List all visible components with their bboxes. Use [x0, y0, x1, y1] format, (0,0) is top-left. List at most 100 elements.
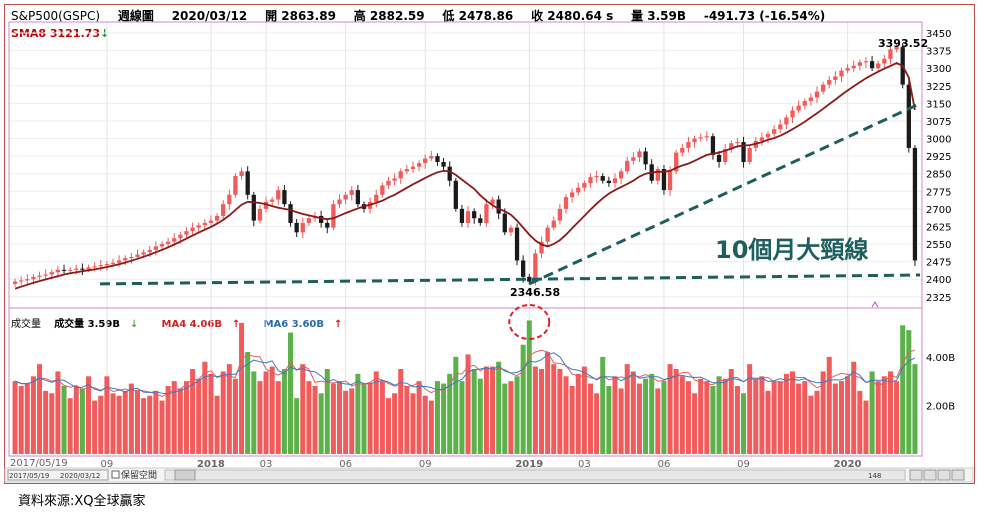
time-tick-label: 2018	[197, 459, 225, 470]
volume-arrow-icon: ↓	[129, 319, 139, 330]
candle-body	[184, 231, 189, 235]
volume-panel-border	[8, 307, 923, 457]
candle-body	[802, 101, 807, 106]
neckline-dashed-line	[99, 273, 921, 286]
candle-body	[490, 199, 495, 205]
candle-body	[410, 166, 416, 170]
price-tick-label: 3300	[926, 64, 951, 75]
volume-bar	[447, 373, 453, 454]
volume-bar	[116, 395, 122, 454]
zoom-buttons[interactable]	[909, 469, 965, 481]
volume-highlight-circle	[508, 304, 551, 340]
volume-bar	[453, 356, 459, 454]
volume-bar	[747, 364, 753, 454]
candle-body	[43, 274, 48, 276]
volume-bar	[643, 378, 649, 454]
volume-bar	[410, 393, 416, 454]
volume-bar	[673, 369, 679, 454]
volume-bar	[789, 371, 796, 454]
scroll-thumb[interactable]	[174, 469, 196, 481]
candle-body	[178, 234, 183, 239]
up-triangle-marker-icon	[871, 301, 879, 308]
range-slider[interactable]	[7, 469, 109, 481]
volume-bar	[900, 325, 906, 454]
volume-bar	[465, 354, 471, 454]
volume-bar	[594, 393, 600, 454]
price-tick-label: 2700	[926, 205, 951, 216]
volume-bar	[796, 383, 802, 454]
zoom-fit-button[interactable]	[923, 469, 937, 481]
volume-bar	[857, 390, 863, 454]
candle-body	[582, 183, 587, 188]
candle-body	[392, 178, 397, 181]
period-label[interactable]: 週線圖	[117, 9, 154, 23]
volume-bar	[190, 369, 196, 454]
zoom-in-button[interactable]	[937, 469, 951, 481]
volume-bar	[110, 393, 116, 454]
volume-bar	[600, 356, 606, 454]
candle-body	[496, 199, 501, 214]
volume-bar	[704, 381, 710, 454]
candle-body	[245, 171, 250, 195]
candle-body	[820, 84, 826, 92]
volume-bar	[685, 381, 691, 454]
candle-body	[331, 204, 336, 228]
volume-bar	[471, 369, 477, 454]
volume-bar	[808, 395, 814, 454]
ma4-arrow-icon: ↑	[231, 319, 241, 330]
candle-body	[796, 105, 801, 111]
scroll-track[interactable]	[164, 469, 906, 481]
candle-body	[784, 117, 789, 125]
candle-body	[637, 151, 642, 158]
candle-body	[202, 222, 207, 226]
volume-bar	[245, 352, 251, 454]
candle-body	[704, 136, 709, 138]
candle-body	[618, 171, 624, 179]
close-label: 收 2480.64 s	[531, 9, 614, 23]
change-label: -491.73 (-16.54%)	[703, 9, 826, 23]
volume-bar	[300, 364, 306, 454]
volume-tick-label: 4.00B	[926, 353, 955, 364]
time-tick-label: 09	[737, 459, 750, 470]
volume-bar	[820, 371, 826, 454]
volume-bar	[851, 361, 857, 454]
candle-body	[398, 171, 403, 179]
candle-body	[674, 152, 679, 172]
volume-bar	[196, 378, 202, 454]
candle-body	[116, 260, 122, 263]
volume-bars	[12, 320, 918, 454]
volume-bar	[661, 381, 667, 454]
volume-bar	[422, 395, 428, 454]
volume-bar	[355, 373, 361, 454]
candle-body	[851, 65, 856, 69]
source-caption: 資料來源:XQ全球贏家	[18, 494, 146, 509]
candle-body	[276, 190, 281, 200]
volume-bar	[202, 361, 208, 454]
volume-label: 量 3.59B	[631, 9, 687, 23]
keep-space-checkbox[interactable]	[111, 470, 120, 479]
candle-body	[643, 151, 648, 165]
candle-body	[729, 143, 734, 150]
candle-body	[863, 61, 869, 63]
volume-bar	[514, 376, 520, 454]
volume-bar	[251, 371, 257, 454]
volume-bar	[43, 390, 49, 454]
volume-bar	[226, 364, 232, 454]
annotation-layer	[99, 103, 921, 340]
volume-bar	[239, 322, 245, 454]
symbol-label[interactable]: S&P500(GSPC)	[11, 9, 101, 23]
sma-series	[14, 62, 916, 290]
candle-body	[86, 267, 91, 270]
time-tick-label: 03	[260, 459, 273, 470]
volume-legend-title: 成交量	[11, 319, 41, 330]
candle-body	[551, 220, 556, 228]
time-tick-label: 09	[419, 459, 432, 470]
volume-bar	[73, 386, 79, 454]
volume-bar	[361, 383, 367, 454]
price-tick-label: 2550	[926, 240, 951, 251]
scroll-end-button[interactable]	[951, 469, 965, 481]
time-tick-label: 2020	[834, 459, 862, 470]
candle-body	[251, 194, 256, 221]
candle-body	[814, 91, 820, 98]
zoom-out-button[interactable]	[909, 469, 923, 481]
